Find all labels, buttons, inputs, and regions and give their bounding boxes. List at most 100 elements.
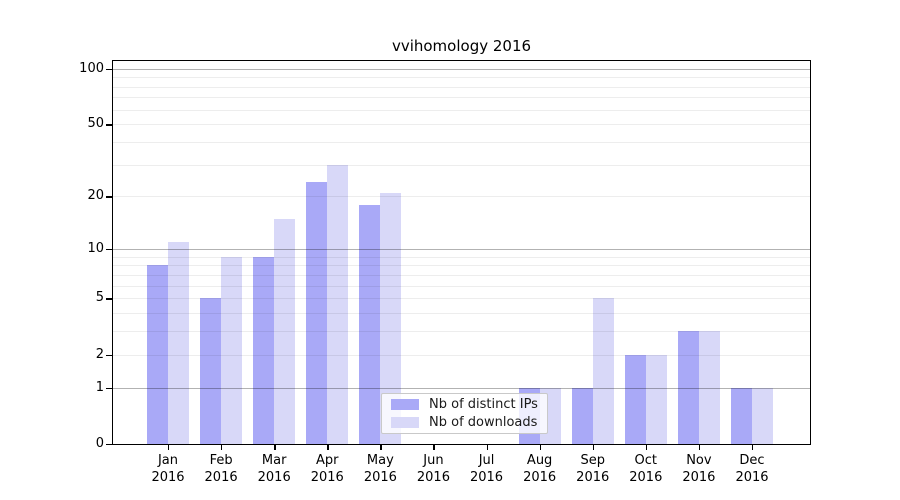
x-tick-label-jul: Jul 2016	[445, 452, 529, 486]
x-tick-mark	[168, 444, 170, 450]
major-gridline	[113, 387, 810, 389]
bar-distinct-ips-oct	[624, 354, 646, 444]
legend-swatch-downloads-icon	[391, 417, 419, 428]
bar-downloads-jan	[168, 241, 189, 444]
bar-distinct-ips-apr	[306, 182, 328, 444]
y-tick-label: 20	[87, 188, 104, 204]
bar-distinct-ips-dec	[730, 387, 752, 444]
x-tick-label-oct: Oct 2016	[604, 452, 688, 486]
x-tick-month: Aug	[526, 453, 553, 468]
x-tick-mark	[433, 444, 435, 450]
x-tick-label-jun: Jun 2016	[391, 452, 475, 486]
x-tick-month: Jan	[157, 453, 179, 468]
x-tick-mark	[592, 444, 595, 450]
x-tick-mark	[327, 444, 329, 450]
bar-downloads-sep	[592, 298, 614, 444]
y-tick-mark	[106, 124, 112, 126]
x-tick-mark	[539, 444, 542, 450]
bar-distinct-ips-may	[359, 204, 381, 444]
x-tick-mark	[751, 444, 754, 450]
x-tick-month: Sep	[580, 453, 605, 468]
x-tick-month: Oct	[634, 453, 658, 468]
bar-distinct-ips-sep	[571, 387, 593, 444]
legend-swatch-distinct-ips-icon	[391, 399, 419, 410]
y-tick-label: 0	[95, 436, 104, 451]
x-tick-year: 2016	[735, 470, 769, 485]
y-tick-mark	[106, 298, 112, 300]
bar-downloads-feb	[221, 256, 243, 444]
minor-gridline	[113, 256, 810, 258]
x-tick-year: 2016	[469, 470, 504, 485]
y-tick-mark	[106, 354, 112, 357]
minor-gridline	[113, 313, 810, 315]
x-tick-month: Apr	[316, 453, 339, 468]
x-tick-year: 2016	[257, 470, 291, 485]
x-tick-year: 2016	[151, 470, 185, 485]
bar-downloads-oct	[645, 354, 667, 444]
x-tick-year: 2016	[310, 470, 344, 485]
x-tick-mark	[274, 444, 276, 450]
minor-gridline	[113, 97, 810, 99]
minor-gridline	[113, 331, 810, 333]
minor-gridline	[113, 265, 810, 267]
legend-item-distinct-ips: Nb of distinct IPs	[391, 396, 538, 412]
x-tick-year: 2016	[416, 470, 450, 485]
bar-distinct-ips-jan	[147, 265, 168, 444]
y-tick-label: 50	[87, 116, 104, 132]
minor-gridline	[113, 86, 810, 88]
plot-area	[112, 60, 811, 445]
y-tick-mark	[106, 68, 112, 71]
minor-gridline	[113, 124, 810, 126]
y-tick-label: 5	[95, 290, 104, 306]
x-tick-month: Mar	[261, 453, 287, 468]
legend-label-downloads: Nb of downloads	[429, 414, 538, 430]
x-tick-mark	[698, 444, 701, 450]
x-tick-label-sep: Sep 2016	[551, 452, 635, 486]
x-tick-label-may: May 2016	[338, 452, 422, 486]
minor-gridline	[113, 196, 810, 198]
x-tick-month: Jul	[478, 453, 495, 468]
bar-distinct-ips-nov	[677, 331, 699, 444]
bar-distinct-ips-feb	[200, 298, 222, 444]
legend-label-distinct-ips: Nb of distinct IPs	[429, 396, 538, 412]
minor-gridline	[113, 285, 810, 287]
x-tick-label-dec: Dec 2016	[710, 452, 794, 486]
x-tick-mark	[221, 444, 223, 450]
x-tick-label-aug: Aug 2016	[498, 452, 582, 486]
x-tick-month: Dec	[739, 453, 765, 468]
x-tick-mark	[380, 444, 382, 450]
bar-distinct-ips-mar	[253, 256, 275, 444]
bar-downloads-nov	[698, 331, 720, 444]
minor-gridline	[113, 298, 810, 300]
y-tick-label: 2	[95, 346, 104, 362]
legend: Nb of distinct IPs Nb of downloads	[381, 393, 548, 434]
legend-item-downloads: Nb of downloads	[391, 414, 538, 430]
x-tick-month: Feb	[209, 453, 233, 468]
major-gridline	[113, 68, 810, 70]
y-tick-label: 1	[95, 379, 104, 395]
x-tick-year: 2016	[204, 470, 238, 485]
x-tick-mark	[645, 444, 648, 450]
minor-gridline	[113, 141, 810, 143]
x-tick-label-feb: Feb 2016	[179, 452, 263, 486]
minor-gridline	[113, 354, 810, 356]
minor-gridline	[113, 77, 810, 79]
chart-title: vvihomology 2016	[391, 37, 532, 55]
x-tick-label-mar: Mar 2016	[232, 452, 316, 486]
bar-downloads-may	[380, 192, 402, 444]
y-tick-mark	[106, 444, 112, 446]
minor-gridline	[113, 164, 810, 166]
minor-gridline	[113, 274, 810, 276]
y-tick-mark	[106, 387, 112, 390]
x-tick-month: May	[366, 453, 394, 468]
x-tick-year: 2016	[629, 470, 663, 485]
bar-downloads-mar	[274, 218, 296, 444]
x-tick-month: Nov	[686, 453, 712, 468]
x-tick-year: 2016	[576, 470, 610, 485]
x-tick-label-apr: Apr 2016	[285, 452, 369, 486]
y-tick-label: 100	[79, 60, 104, 76]
x-tick-year: 2016	[682, 470, 716, 485]
bar-downloads-apr	[327, 164, 349, 444]
x-tick-year: 2016	[523, 470, 557, 485]
bar-downloads-dec	[751, 387, 773, 444]
